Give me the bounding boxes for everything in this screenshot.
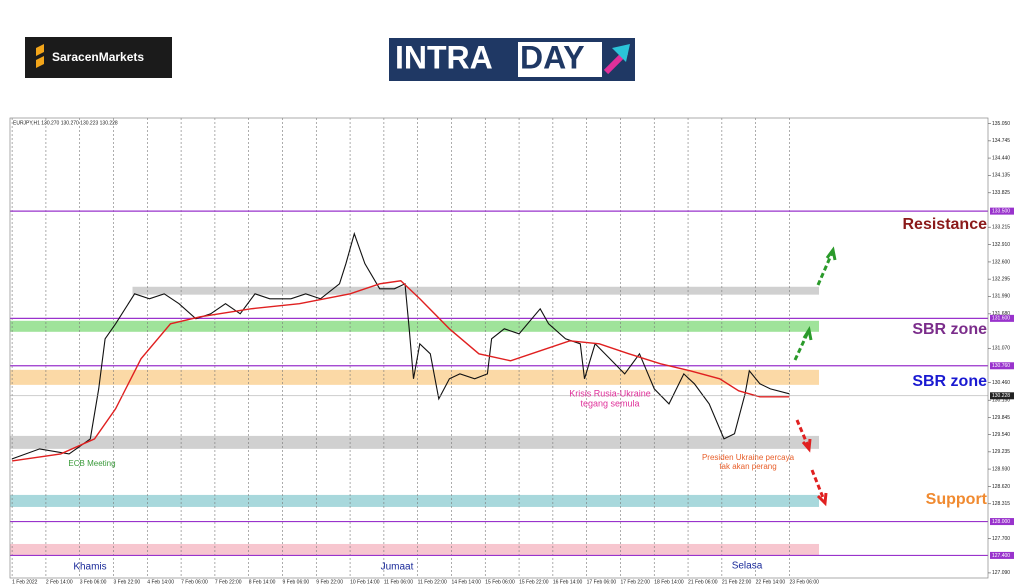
y-tick-label: 130.150 bbox=[992, 398, 1010, 404]
arrow-head bbox=[825, 246, 837, 261]
zone bbox=[10, 320, 820, 332]
x-tick-label: 17 Feb 22:00 bbox=[620, 579, 650, 585]
level-tag bbox=[990, 551, 1014, 559]
plot bbox=[10, 118, 988, 578]
y-tick-label: 133.215 bbox=[992, 225, 1010, 231]
x-tick-label: 9 Feb 22:00 bbox=[316, 579, 343, 585]
annotation: Selasa bbox=[732, 561, 763, 572]
x-tick-label: 22 Feb 14:00 bbox=[756, 579, 786, 585]
logo-inset bbox=[518, 42, 602, 77]
y-tick-label: 134.745 bbox=[992, 138, 1010, 144]
x-tick-label: 18 Feb 14:00 bbox=[654, 579, 684, 585]
x-tick-label: 21 Feb 06:00 bbox=[688, 579, 718, 585]
down-arrow bbox=[795, 419, 810, 447]
x-tick-label: 7 Feb 06:00 bbox=[181, 579, 208, 585]
x-tick-label: 10 Feb 14:00 bbox=[350, 579, 380, 585]
price-line bbox=[12, 280, 790, 462]
plot-frame bbox=[9, 117, 989, 579]
current-price-label: 130.228 bbox=[992, 393, 1010, 399]
symbol-header: EURJPY,H1 130.270 130.270 130.223 130.22… bbox=[13, 120, 118, 126]
level-label: 130.760 bbox=[992, 363, 1010, 369]
annotation: Resistance bbox=[903, 216, 988, 233]
up-arrow bbox=[816, 252, 834, 286]
logo-text: DAY bbox=[520, 39, 585, 75]
y-tick-label: 131.990 bbox=[992, 294, 1010, 300]
saracen-logo: SaracenMarkets bbox=[25, 37, 172, 78]
price-line bbox=[11, 231, 790, 460]
annotation: SBR zone bbox=[912, 373, 987, 390]
zone bbox=[10, 435, 820, 449]
arrow-head bbox=[816, 492, 828, 507]
y-tick-label: 134.440 bbox=[992, 155, 1010, 161]
level-label: 127.400 bbox=[992, 553, 1010, 559]
x-tick-label: 2 Feb 14:00 bbox=[46, 579, 73, 585]
x-tick-label: 15 Feb 06:00 bbox=[485, 579, 515, 585]
annotation: Krisis Rusia-Ukraine bbox=[569, 388, 651, 398]
x-tick-label: 3 Feb 06:00 bbox=[80, 579, 107, 585]
level-tag bbox=[990, 518, 1014, 526]
y-tick-label: 129.540 bbox=[992, 432, 1010, 438]
annotation: tegang semula bbox=[580, 398, 639, 408]
logo-text: SaracenMarkets bbox=[52, 50, 144, 64]
annotation: Jumaat bbox=[381, 562, 414, 573]
y-tick-label: 133.825 bbox=[992, 190, 1010, 196]
arrow-head bbox=[801, 438, 812, 453]
x-tick-label: 7 Feb 22:00 bbox=[215, 579, 242, 585]
x-tick-label: 11 Feb 22:00 bbox=[418, 579, 447, 585]
logo-mark bbox=[36, 44, 44, 68]
y-tick-label: 132.910 bbox=[992, 242, 1010, 248]
level-label: 131.600 bbox=[992, 316, 1010, 322]
level-label: 133.500 bbox=[992, 208, 1010, 214]
x-tick-label: 23 Feb 06:00 bbox=[789, 579, 819, 585]
x-tick-label: 17 Feb 06:00 bbox=[587, 579, 617, 585]
annotation: tak akan perang bbox=[719, 462, 776, 471]
y-tick-label: 131.070 bbox=[992, 346, 1010, 352]
y-tick-label: 132.295 bbox=[992, 276, 1010, 282]
x-tick-label: 8 Feb 14:00 bbox=[249, 579, 276, 585]
level-tag bbox=[990, 362, 1014, 370]
y-tick-label: 127.090 bbox=[992, 570, 1010, 576]
logo-text: INTRA bbox=[395, 39, 493, 75]
y-tick-label: 128.315 bbox=[992, 501, 1010, 507]
intraday-logo: INTRA DAY bbox=[389, 38, 635, 81]
level-tag bbox=[990, 314, 1014, 322]
x-tick-label: 16 Feb 14:00 bbox=[553, 579, 583, 585]
annotation: SBR zone bbox=[912, 321, 987, 338]
y-tick-label: 128.620 bbox=[992, 484, 1010, 490]
zone bbox=[10, 543, 820, 555]
y-tick-label: 129.235 bbox=[992, 449, 1010, 455]
y-tick-label: 135.050 bbox=[992, 121, 1010, 127]
x-tick-label: 9 Feb 06:00 bbox=[282, 579, 309, 585]
annotation: Khamis bbox=[73, 562, 106, 573]
y-tick-label: 128.930 bbox=[992, 466, 1010, 472]
annotation: Support bbox=[926, 491, 988, 508]
level-tag bbox=[990, 207, 1014, 215]
y-tick-label: 134.135 bbox=[992, 173, 1010, 179]
zone bbox=[10, 369, 820, 385]
x-tick-label: 21 Feb 22:00 bbox=[722, 579, 752, 585]
level-label: 128.000 bbox=[992, 519, 1010, 525]
x-tick-label: 14 Feb 14:00 bbox=[451, 579, 481, 585]
arrow-head bbox=[802, 326, 813, 341]
y-tick-label: 127.700 bbox=[992, 536, 1010, 542]
logo-arrow bbox=[612, 44, 630, 62]
annotation: ECB Meeting bbox=[68, 459, 115, 468]
x-tick-label: 11 Feb 06:00 bbox=[384, 579, 413, 585]
x-tick-label: 4 Feb 14:00 bbox=[147, 579, 174, 585]
y-tick-label: 132.600 bbox=[992, 259, 1010, 265]
logo-box bbox=[25, 37, 172, 78]
zone bbox=[10, 494, 820, 507]
y-tick-label: 131.680 bbox=[992, 311, 1010, 317]
down-arrow bbox=[810, 469, 826, 501]
x-tick-label: 1 Feb 2022 bbox=[12, 579, 38, 585]
y-tick-label: 129.845 bbox=[992, 415, 1010, 421]
x-tick-label: 3 Feb 22:00 bbox=[114, 579, 141, 585]
direction-arrows bbox=[793, 246, 837, 507]
y-tick-label: 130.460 bbox=[992, 380, 1010, 386]
current-price-tag bbox=[990, 392, 1014, 400]
zone bbox=[132, 286, 820, 295]
x-tick-label: 15 Feb 22:00 bbox=[519, 579, 549, 585]
annotation: Presiden Ukraine percaya bbox=[702, 453, 795, 462]
